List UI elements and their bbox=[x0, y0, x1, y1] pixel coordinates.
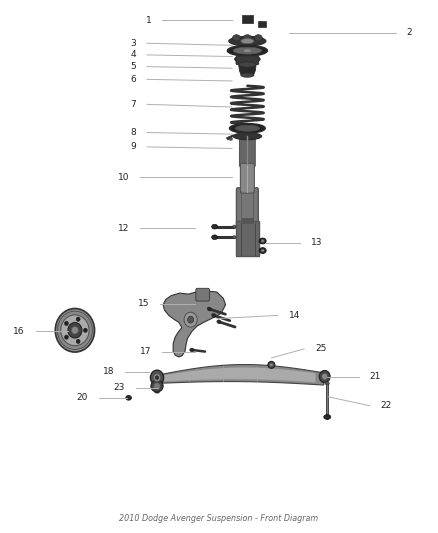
Ellipse shape bbox=[153, 373, 161, 382]
FancyBboxPatch shape bbox=[240, 135, 255, 166]
Ellipse shape bbox=[184, 312, 197, 327]
Ellipse shape bbox=[71, 327, 78, 334]
Ellipse shape bbox=[233, 236, 236, 239]
Ellipse shape bbox=[227, 45, 268, 56]
Ellipse shape bbox=[83, 328, 87, 333]
Polygon shape bbox=[226, 135, 233, 140]
Text: 5: 5 bbox=[130, 62, 136, 71]
Ellipse shape bbox=[321, 373, 328, 380]
Ellipse shape bbox=[261, 240, 264, 243]
Text: 18: 18 bbox=[103, 367, 114, 376]
Text: 2010 Dodge Avenger Suspension - Front Diagram: 2010 Dodge Avenger Suspension - Front Di… bbox=[120, 514, 318, 523]
Text: 1: 1 bbox=[145, 16, 151, 25]
Ellipse shape bbox=[259, 238, 266, 244]
Ellipse shape bbox=[64, 335, 68, 340]
Ellipse shape bbox=[241, 73, 254, 77]
Ellipse shape bbox=[235, 55, 260, 63]
Ellipse shape bbox=[254, 35, 262, 41]
Ellipse shape bbox=[270, 364, 273, 367]
Ellipse shape bbox=[68, 322, 82, 338]
FancyBboxPatch shape bbox=[242, 15, 253, 23]
Text: 8: 8 bbox=[130, 128, 136, 137]
Ellipse shape bbox=[217, 320, 221, 324]
Polygon shape bbox=[164, 367, 315, 382]
Text: 17: 17 bbox=[140, 347, 151, 356]
Ellipse shape bbox=[233, 225, 236, 228]
Ellipse shape bbox=[212, 224, 218, 229]
FancyBboxPatch shape bbox=[237, 221, 259, 256]
Text: 14: 14 bbox=[289, 311, 300, 320]
Text: 16: 16 bbox=[13, 327, 25, 336]
FancyBboxPatch shape bbox=[236, 56, 259, 64]
Text: 9: 9 bbox=[130, 142, 136, 151]
Ellipse shape bbox=[233, 47, 261, 54]
Ellipse shape bbox=[64, 321, 68, 326]
Ellipse shape bbox=[155, 376, 159, 379]
Text: 13: 13 bbox=[311, 238, 322, 247]
Ellipse shape bbox=[229, 138, 233, 141]
Text: 10: 10 bbox=[118, 173, 130, 182]
Ellipse shape bbox=[233, 133, 261, 140]
FancyBboxPatch shape bbox=[237, 188, 258, 225]
Ellipse shape bbox=[239, 62, 256, 67]
Polygon shape bbox=[155, 365, 324, 385]
Text: 20: 20 bbox=[77, 393, 88, 402]
FancyBboxPatch shape bbox=[240, 164, 254, 193]
Text: 7: 7 bbox=[130, 100, 136, 109]
Text: 23: 23 bbox=[114, 383, 125, 392]
Ellipse shape bbox=[230, 124, 265, 133]
Ellipse shape bbox=[126, 395, 131, 400]
Ellipse shape bbox=[212, 313, 216, 317]
Ellipse shape bbox=[150, 370, 163, 385]
Ellipse shape bbox=[55, 309, 95, 352]
Text: 21: 21 bbox=[370, 372, 381, 381]
Ellipse shape bbox=[76, 340, 80, 344]
Text: 6: 6 bbox=[130, 75, 136, 84]
Text: 15: 15 bbox=[138, 299, 149, 308]
Polygon shape bbox=[163, 290, 226, 357]
Text: 12: 12 bbox=[118, 224, 130, 233]
Ellipse shape bbox=[268, 361, 275, 368]
Ellipse shape bbox=[154, 390, 159, 393]
Text: 22: 22 bbox=[381, 401, 392, 410]
Text: 3: 3 bbox=[130, 39, 136, 48]
Ellipse shape bbox=[187, 316, 194, 323]
Ellipse shape bbox=[233, 35, 240, 41]
Ellipse shape bbox=[229, 36, 266, 46]
Ellipse shape bbox=[76, 317, 80, 321]
Text: 25: 25 bbox=[315, 344, 326, 353]
Ellipse shape bbox=[151, 380, 163, 392]
Ellipse shape bbox=[324, 415, 331, 419]
FancyBboxPatch shape bbox=[196, 288, 209, 301]
FancyBboxPatch shape bbox=[258, 21, 266, 27]
Text: 2: 2 bbox=[407, 28, 412, 37]
Ellipse shape bbox=[261, 249, 264, 252]
Ellipse shape bbox=[244, 35, 251, 41]
Ellipse shape bbox=[325, 382, 329, 385]
Ellipse shape bbox=[235, 125, 259, 131]
Ellipse shape bbox=[319, 370, 330, 383]
Ellipse shape bbox=[207, 307, 212, 311]
Ellipse shape bbox=[212, 235, 218, 240]
Text: 4: 4 bbox=[131, 51, 136, 59]
Ellipse shape bbox=[259, 248, 266, 254]
Ellipse shape bbox=[153, 383, 160, 390]
Ellipse shape bbox=[243, 49, 252, 53]
Ellipse shape bbox=[241, 38, 254, 44]
Ellipse shape bbox=[190, 348, 194, 352]
Polygon shape bbox=[239, 64, 256, 75]
FancyBboxPatch shape bbox=[242, 217, 253, 223]
Ellipse shape bbox=[61, 315, 89, 346]
